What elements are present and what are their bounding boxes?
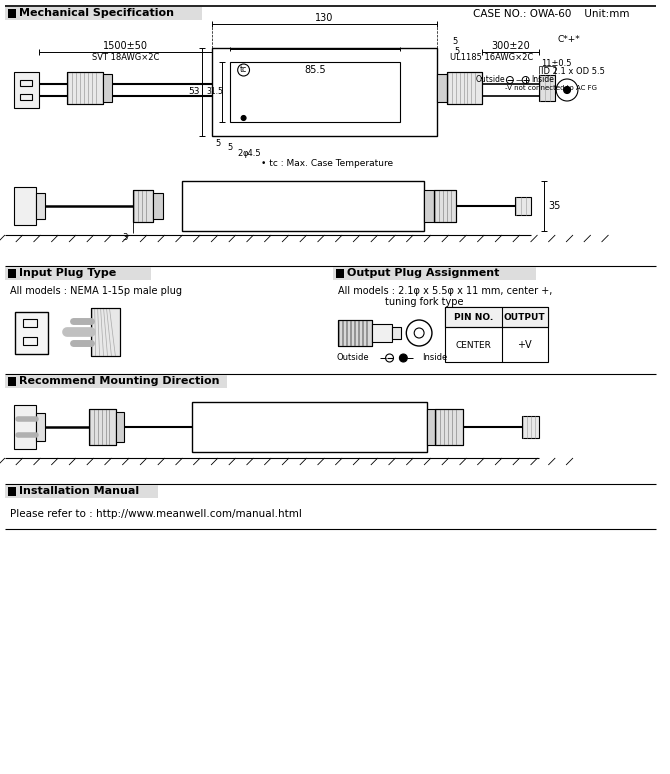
Text: 3: 3: [123, 232, 128, 241]
Text: Outside: Outside: [336, 352, 369, 361]
Bar: [336, 269, 344, 278]
Bar: [88, 409, 117, 445]
Bar: [23, 337, 38, 345]
Bar: [192, 402, 427, 452]
Bar: [447, 72, 482, 104]
Bar: [522, 416, 539, 438]
Text: 300±20: 300±20: [492, 41, 530, 51]
Text: Outside: Outside: [475, 76, 505, 84]
Bar: [36, 193, 46, 219]
Text: φ4.5: φ4.5: [242, 149, 261, 159]
Text: 2: 2: [237, 149, 243, 159]
Bar: [90, 308, 121, 356]
Bar: [8, 9, 16, 18]
Text: tc: tc: [240, 66, 247, 74]
Text: 85.5: 85.5: [305, 65, 326, 75]
Bar: [445, 307, 548, 327]
Text: Inside: Inside: [531, 76, 555, 84]
Bar: [8, 377, 16, 386]
Text: -V not connected to AC FG: -V not connected to AC FG: [505, 85, 597, 91]
Text: Please refer to : http://www.meanwell.com/manual.html: Please refer to : http://www.meanwell.co…: [10, 509, 302, 519]
Bar: [427, 409, 435, 445]
Bar: [447, 72, 482, 104]
Bar: [338, 320, 372, 346]
Text: 35: 35: [548, 201, 560, 211]
Text: Inside: Inside: [422, 354, 448, 362]
Bar: [5, 485, 158, 498]
Text: +V: +V: [517, 340, 532, 350]
Text: PIN NO.: PIN NO.: [454, 313, 493, 321]
Text: CASE NO.: OWA-60    Unit:mm: CASE NO.: OWA-60 Unit:mm: [474, 9, 630, 19]
Text: Installation Manual: Installation Manual: [19, 487, 139, 496]
Text: All models : 2.1φ x 5.5φ x 11 mm, center +,: All models : 2.1φ x 5.5φ x 11 mm, center…: [338, 286, 553, 296]
Text: Output Plug Assignment: Output Plug Assignment: [347, 269, 500, 279]
Text: OUTPUT: OUTPUT: [504, 313, 545, 321]
Bar: [435, 409, 462, 445]
Text: 5: 5: [452, 37, 457, 46]
Bar: [212, 48, 437, 136]
Text: 11±0.5: 11±0.5: [541, 60, 572, 69]
Text: 53: 53: [188, 87, 200, 97]
Bar: [19, 94, 31, 100]
Bar: [539, 75, 555, 101]
Bar: [8, 269, 16, 278]
Text: 1500±50: 1500±50: [103, 41, 148, 51]
Text: Mechanical Specification: Mechanical Specification: [19, 9, 174, 19]
Bar: [103, 74, 113, 102]
Text: ID 2.1 x OD 5.5: ID 2.1 x OD 5.5: [541, 67, 605, 77]
Bar: [515, 197, 531, 215]
Bar: [36, 413, 46, 441]
Bar: [338, 320, 372, 346]
Circle shape: [399, 354, 407, 362]
Text: • tc : Max. Case Temperature: • tc : Max. Case Temperature: [261, 159, 393, 169]
Bar: [435, 409, 462, 445]
Text: tuning fork type: tuning fork type: [385, 297, 464, 307]
Bar: [434, 190, 456, 222]
Bar: [23, 319, 38, 327]
Bar: [391, 327, 401, 339]
Text: SVT 18AWG×2C: SVT 18AWG×2C: [92, 53, 159, 61]
Text: UL1185 16AWG×2C: UL1185 16AWG×2C: [450, 53, 534, 61]
Bar: [117, 412, 124, 442]
Bar: [19, 80, 31, 86]
Bar: [8, 487, 16, 496]
Bar: [5, 7, 202, 20]
Bar: [90, 308, 121, 356]
Bar: [14, 405, 36, 449]
Bar: [437, 74, 447, 102]
Bar: [372, 324, 391, 342]
Bar: [182, 181, 424, 231]
Text: CENTER: CENTER: [456, 341, 491, 350]
Bar: [445, 307, 548, 362]
Bar: [230, 62, 401, 122]
Bar: [88, 409, 117, 445]
Bar: [15, 312, 48, 354]
Bar: [67, 72, 103, 104]
Bar: [133, 190, 153, 222]
Circle shape: [241, 115, 246, 121]
Text: Input Plug Type: Input Plug Type: [19, 269, 116, 279]
Text: 31.5: 31.5: [206, 87, 223, 97]
Bar: [5, 375, 227, 388]
Text: C*+*: C*+*: [557, 36, 580, 44]
Text: 5: 5: [454, 47, 459, 57]
Bar: [67, 72, 103, 104]
Text: 5: 5: [227, 143, 232, 152]
Bar: [434, 190, 456, 222]
Circle shape: [563, 87, 571, 94]
Bar: [424, 190, 434, 222]
Bar: [153, 193, 163, 219]
Bar: [5, 267, 151, 280]
Text: All models : NEMA 1-15p male plug: All models : NEMA 1-15p male plug: [10, 286, 182, 296]
Text: Recommend Mounting Direction: Recommend Mounting Direction: [19, 376, 219, 386]
Text: 130: 130: [316, 13, 334, 23]
Bar: [334, 267, 535, 280]
Bar: [14, 187, 36, 225]
Text: 5: 5: [215, 139, 220, 148]
Bar: [133, 190, 153, 222]
Bar: [14, 72, 40, 108]
